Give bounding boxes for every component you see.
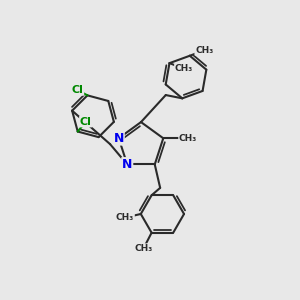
Text: N: N xyxy=(122,158,132,171)
Text: CH₃: CH₃ xyxy=(134,244,153,253)
Text: CH₃: CH₃ xyxy=(195,46,213,55)
Text: N: N xyxy=(113,132,124,145)
Text: CH₃: CH₃ xyxy=(179,134,197,143)
Text: CH₃: CH₃ xyxy=(116,213,134,222)
Text: Cl: Cl xyxy=(80,117,92,127)
Text: CH₃: CH₃ xyxy=(175,64,193,73)
Text: Cl: Cl xyxy=(72,85,83,95)
